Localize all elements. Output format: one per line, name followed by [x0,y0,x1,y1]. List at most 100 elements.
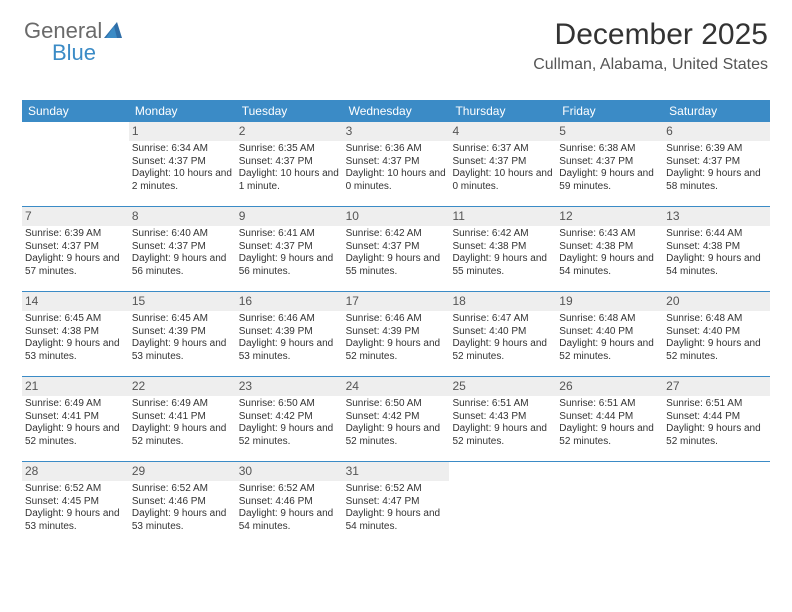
sunset-text: Sunset: 4:37 PM [132,241,233,254]
calendar-grid: SundayMondayTuesdayWednesdayThursdayFrid… [22,100,770,546]
sunset-text: Sunset: 4:37 PM [666,156,767,169]
calendar-cell [449,462,556,546]
logo-word2: Blue [52,42,96,64]
daylight-text: Daylight: 9 hours and 52 minutes. [559,423,660,448]
sunset-text: Sunset: 4:40 PM [452,326,553,339]
day-number: 3 [343,122,450,141]
day-number: 2 [236,122,343,141]
day-number: 23 [236,377,343,396]
sunrise-text: Sunrise: 6:50 AM [239,398,340,411]
calendar-cell: 3Sunrise: 6:36 AMSunset: 4:37 PMDaylight… [343,122,450,206]
calendar-cell: 17Sunrise: 6:46 AMSunset: 4:39 PMDayligh… [343,292,450,376]
day-number: 14 [22,292,129,311]
sunrise-text: Sunrise: 6:42 AM [346,228,447,241]
daylight-text: Daylight: 9 hours and 52 minutes. [559,338,660,363]
daylight-text: Daylight: 9 hours and 52 minutes. [132,423,233,448]
calendar-cell: 27Sunrise: 6:51 AMSunset: 4:44 PMDayligh… [663,377,770,461]
day-number: 4 [449,122,556,141]
calendar-cell: 9Sunrise: 6:41 AMSunset: 4:37 PMDaylight… [236,207,343,291]
sunrise-text: Sunrise: 6:36 AM [346,143,447,156]
calendar-cell: 20Sunrise: 6:48 AMSunset: 4:40 PMDayligh… [663,292,770,376]
daylight-text: Daylight: 9 hours and 53 minutes. [25,338,126,363]
sunrise-text: Sunrise: 6:52 AM [239,483,340,496]
day-number: 17 [343,292,450,311]
sunset-text: Sunset: 4:44 PM [559,411,660,424]
calendar-cell: 21Sunrise: 6:49 AMSunset: 4:41 PMDayligh… [22,377,129,461]
day-number: 18 [449,292,556,311]
sunrise-text: Sunrise: 6:51 AM [559,398,660,411]
daylight-text: Daylight: 10 hours and 2 minutes. [132,168,233,193]
sail-icon [104,20,124,38]
calendar-cell: 15Sunrise: 6:45 AMSunset: 4:39 PMDayligh… [129,292,236,376]
month-title: December 2025 [533,18,768,52]
daylight-text: Daylight: 10 hours and 1 minute. [239,168,340,193]
calendar-cell: 24Sunrise: 6:50 AMSunset: 4:42 PMDayligh… [343,377,450,461]
daylight-text: Daylight: 9 hours and 54 minutes. [346,508,447,533]
day-number: 19 [556,292,663,311]
calendar-week: 7Sunrise: 6:39 AMSunset: 4:37 PMDaylight… [22,206,770,291]
calendar-cell: 29Sunrise: 6:52 AMSunset: 4:46 PMDayligh… [129,462,236,546]
sunset-text: Sunset: 4:37 PM [239,156,340,169]
sunrise-text: Sunrise: 6:39 AM [25,228,126,241]
weekday-header: Saturday [663,100,770,122]
sunset-text: Sunset: 4:40 PM [666,326,767,339]
day-number: 9 [236,207,343,226]
calendar-cell: 5Sunrise: 6:38 AMSunset: 4:37 PMDaylight… [556,122,663,206]
sunrise-text: Sunrise: 6:49 AM [132,398,233,411]
sunrise-text: Sunrise: 6:45 AM [25,313,126,326]
daylight-text: Daylight: 9 hours and 54 minutes. [239,508,340,533]
sunrise-text: Sunrise: 6:52 AM [346,483,447,496]
sunrise-text: Sunrise: 6:34 AM [132,143,233,156]
weekday-header-row: SundayMondayTuesdayWednesdayThursdayFrid… [22,100,770,122]
daylight-text: Daylight: 9 hours and 58 minutes. [666,168,767,193]
calendar-cell: 12Sunrise: 6:43 AMSunset: 4:38 PMDayligh… [556,207,663,291]
day-number: 8 [129,207,236,226]
daylight-text: Daylight: 9 hours and 54 minutes. [666,253,767,278]
calendar-cell: 1Sunrise: 6:34 AMSunset: 4:37 PMDaylight… [129,122,236,206]
sunrise-text: Sunrise: 6:39 AM [666,143,767,156]
calendar-cell: 30Sunrise: 6:52 AMSunset: 4:46 PMDayligh… [236,462,343,546]
calendar-cell: 10Sunrise: 6:42 AMSunset: 4:37 PMDayligh… [343,207,450,291]
sunset-text: Sunset: 4:37 PM [346,241,447,254]
sunset-text: Sunset: 4:39 PM [346,326,447,339]
calendar-week: 21Sunrise: 6:49 AMSunset: 4:41 PMDayligh… [22,376,770,461]
sunset-text: Sunset: 4:37 PM [559,156,660,169]
daylight-text: Daylight: 9 hours and 52 minutes. [25,423,126,448]
sunrise-text: Sunrise: 6:41 AM [239,228,340,241]
day-number: 6 [663,122,770,141]
calendar-cell: 7Sunrise: 6:39 AMSunset: 4:37 PMDaylight… [22,207,129,291]
sunrise-text: Sunrise: 6:46 AM [239,313,340,326]
sunset-text: Sunset: 4:42 PM [239,411,340,424]
sunrise-text: Sunrise: 6:43 AM [559,228,660,241]
day-number: 31 [343,462,450,481]
location-subtitle: Cullman, Alabama, United States [533,56,768,74]
daylight-text: Daylight: 9 hours and 52 minutes. [452,338,553,363]
calendar-cell: 14Sunrise: 6:45 AMSunset: 4:38 PMDayligh… [22,292,129,376]
sunrise-text: Sunrise: 6:37 AM [452,143,553,156]
sunset-text: Sunset: 4:38 PM [559,241,660,254]
daylight-text: Daylight: 9 hours and 52 minutes. [346,338,447,363]
day-number: 22 [129,377,236,396]
sunset-text: Sunset: 4:47 PM [346,496,447,509]
sunrise-text: Sunrise: 6:38 AM [559,143,660,156]
sunrise-text: Sunrise: 6:35 AM [239,143,340,156]
weekday-header: Thursday [449,100,556,122]
sunrise-text: Sunrise: 6:42 AM [452,228,553,241]
daylight-text: Daylight: 9 hours and 53 minutes. [239,338,340,363]
daylight-text: Daylight: 9 hours and 59 minutes. [559,168,660,193]
calendar-cell: 4Sunrise: 6:37 AMSunset: 4:37 PMDaylight… [449,122,556,206]
day-number: 16 [236,292,343,311]
calendar-cell [556,462,663,546]
daylight-text: Daylight: 9 hours and 53 minutes. [132,338,233,363]
sunrise-text: Sunrise: 6:45 AM [132,313,233,326]
daylight-text: Daylight: 10 hours and 0 minutes. [452,168,553,193]
calendar-cell: 28Sunrise: 6:52 AMSunset: 4:45 PMDayligh… [22,462,129,546]
sunset-text: Sunset: 4:45 PM [25,496,126,509]
day-number: 29 [129,462,236,481]
day-number: 21 [22,377,129,396]
daylight-text: Daylight: 9 hours and 57 minutes. [25,253,126,278]
daylight-text: Daylight: 9 hours and 52 minutes. [666,423,767,448]
logo: General Blue [24,20,124,64]
sunset-text: Sunset: 4:44 PM [666,411,767,424]
daylight-text: Daylight: 9 hours and 53 minutes. [25,508,126,533]
